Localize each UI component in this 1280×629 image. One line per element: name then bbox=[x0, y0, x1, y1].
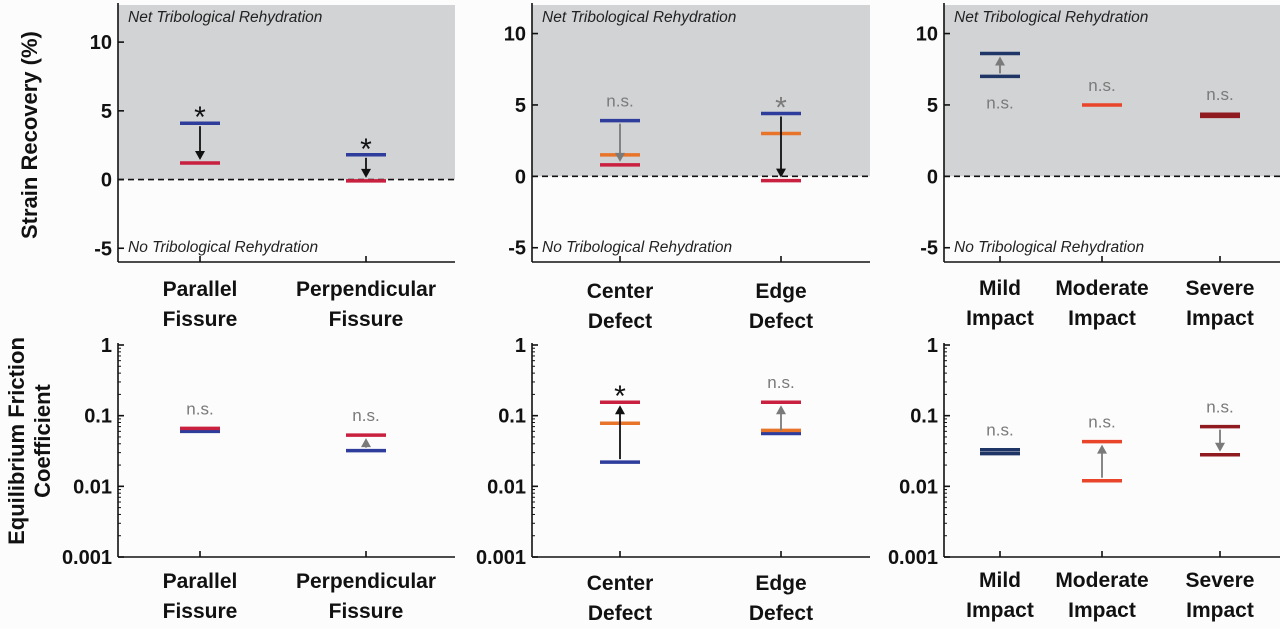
panel-top-middle-arrow-head bbox=[615, 152, 625, 162]
panel-top-middle-y-tick-label: 0 bbox=[515, 166, 526, 188]
panel-bottom-right-category-label: Moderate bbox=[1055, 569, 1148, 592]
panel-bottom-left-y-tick-label: 0.1 bbox=[84, 406, 112, 428]
panel-bottom-middle-y-tick-label: 1 bbox=[515, 335, 526, 357]
panel-top-left-shaded-region bbox=[118, 5, 455, 180]
panel-top-right-y-tick-label: 10 bbox=[916, 24, 938, 46]
panel-top-right-category-label: Impact bbox=[1186, 307, 1254, 330]
panel-top-middle-y-tick-label: -5 bbox=[508, 238, 526, 260]
panel-bottom-left-significance-label: n.s. bbox=[352, 406, 379, 425]
panel-bottom-right-y-tick-label: 0.001 bbox=[888, 547, 938, 569]
panel-top-left-net-label: Net Tribological Rehydration bbox=[128, 9, 322, 26]
panel-bottom-left-y-tick-label: 1 bbox=[101, 335, 112, 357]
panel-top-right-y-tick-label: -5 bbox=[920, 238, 938, 260]
panel-top-right-y-tick-label: 5 bbox=[927, 95, 938, 117]
panel-bottom-middle-significance-label: n.s. bbox=[767, 373, 794, 392]
panel-top-middle-category-label: Defect bbox=[588, 310, 652, 333]
panel-top-middle-significance-label: n.s. bbox=[606, 92, 633, 111]
panel-top-left-y-tick-label: 0 bbox=[101, 170, 112, 192]
panel-bottom-right-category-label: Impact bbox=[1186, 599, 1254, 622]
panel-top-right-significance-label: n.s. bbox=[1088, 76, 1115, 95]
panel-top-left-significance-label: * bbox=[194, 101, 206, 134]
panel-bottom-right-y-tick-label: 0.01 bbox=[899, 476, 938, 498]
panel-top-middle-category-label: Edge bbox=[755, 280, 806, 303]
top-y-axis-label: Strain Recovery (%) bbox=[17, 31, 42, 239]
panel-top-middle-shaded-region bbox=[532, 5, 870, 177]
panel-top-left-arrow-head bbox=[195, 151, 205, 161]
panel-bottom-right-category-label: Severe bbox=[1186, 569, 1255, 592]
panel-bottom-middle-category-label: Center bbox=[587, 572, 654, 595]
panel-top-right-significance-label: n.s. bbox=[1206, 85, 1233, 104]
panel-top-left-category-label: Parallel bbox=[163, 278, 238, 301]
panel-top-right-no-label: No Tribological Rehydration bbox=[954, 239, 1144, 256]
panel-top-right-category-label: Severe bbox=[1186, 277, 1255, 300]
panel-bottom-right-y-tick-label: 1 bbox=[927, 335, 938, 357]
bottom-y-axis-label: Equilibrium Friction Coefficient bbox=[4, 321, 56, 561]
panel-bottom-left-significance-label: n.s. bbox=[186, 399, 213, 418]
panel-top-right-category-label: Impact bbox=[966, 307, 1034, 330]
panel-bottom-left-category-label: Perpendicular bbox=[296, 570, 436, 593]
panel-top-middle-category-label: Defect bbox=[749, 310, 813, 333]
panel-top-right-arrow-head bbox=[995, 56, 1005, 66]
panel-bottom-middle-significance-label: * bbox=[614, 380, 626, 413]
panel-bottom-left-y-tick-label: 0.001 bbox=[62, 547, 112, 569]
panel-bottom-middle-category-label: Edge bbox=[755, 572, 806, 595]
panel-bottom-middle-arrow-head bbox=[615, 405, 625, 415]
panel-top-middle-y-tick-label: 5 bbox=[515, 95, 526, 117]
panel-bottom-right-category-label: Mild bbox=[979, 569, 1021, 592]
panel-bottom-left-y-tick-label: 0.01 bbox=[73, 476, 112, 498]
panel-bottom-right-category-label: Impact bbox=[966, 599, 1034, 622]
panel-top-right-y-tick-label: 0 bbox=[927, 166, 938, 188]
panel-top-right-category-label: Impact bbox=[1068, 307, 1136, 330]
panel-top-right-shaded-region bbox=[944, 5, 1280, 177]
panel-bottom-right-significance-label: n.s. bbox=[1088, 413, 1115, 432]
panel-bottom-right-significance-label: n.s. bbox=[986, 421, 1013, 440]
panel-bottom-right-arrow-head bbox=[1097, 444, 1107, 454]
panel-top-middle-arrow-head bbox=[776, 168, 786, 178]
panel-bottom-right-arrow-head bbox=[1215, 442, 1225, 452]
panel-top-left-category-label: Fissure bbox=[329, 308, 404, 331]
panel-bottom-left-category-label: Fissure bbox=[329, 600, 404, 623]
panel-bottom-middle-y-tick-label: 0.001 bbox=[476, 547, 526, 569]
panel-bottom-middle-category-label: Defect bbox=[749, 602, 813, 625]
panel-top-middle-net-label: Net Tribological Rehydration bbox=[542, 9, 736, 26]
panel-top-left-y-tick-label: -5 bbox=[94, 238, 112, 260]
panel-bottom-left-arrow-head bbox=[361, 438, 371, 448]
panel-top-middle-significance-label: * bbox=[775, 92, 787, 125]
panel-bottom-right-y-tick-label: 0.1 bbox=[910, 406, 938, 428]
panel-bottom-right-category-label: Impact bbox=[1068, 599, 1136, 622]
panel-top-left-y-tick-label: 5 bbox=[101, 101, 112, 123]
panel-bottom-right-significance-label: n.s. bbox=[1206, 398, 1233, 417]
panel-bottom-middle-y-tick-label: 0.01 bbox=[487, 476, 526, 498]
panel-top-left-y-tick-label: 10 bbox=[90, 32, 112, 54]
panel-top-right-net-label: Net Tribological Rehydration bbox=[954, 9, 1148, 26]
bottom-y-axis-label-line2: Coefficient bbox=[30, 384, 55, 498]
panel-top-middle-no-label: No Tribological Rehydration bbox=[542, 239, 732, 256]
panel-bottom-middle-arrow-head bbox=[776, 405, 786, 415]
bottom-y-axis-label-line1: Equilibrium Friction bbox=[4, 337, 29, 545]
panel-top-right-category-label: Moderate bbox=[1055, 277, 1148, 300]
panel-top-left-no-label: No Tribological Rehydration bbox=[128, 239, 318, 256]
panel-top-left-arrow-head bbox=[361, 168, 371, 178]
panel-top-middle-y-tick-label: 10 bbox=[504, 24, 526, 46]
panel-top-left-category-label: Perpendicular bbox=[296, 278, 436, 301]
panel-bottom-left-category-label: Parallel bbox=[163, 570, 238, 593]
panel-bottom-left-category-label: Fissure bbox=[163, 600, 238, 623]
panel-top-right-significance-label: n.s. bbox=[986, 93, 1013, 112]
panel-top-left-category-label: Fissure bbox=[163, 308, 238, 331]
panel-top-middle-category-label: Center bbox=[587, 280, 654, 303]
panel-top-left-significance-label: * bbox=[360, 133, 372, 166]
panel-top-right-category-label: Mild bbox=[979, 277, 1021, 300]
panel-bottom-middle-y-tick-label: 0.1 bbox=[498, 406, 526, 428]
panel-bottom-middle-category-label: Defect bbox=[588, 602, 652, 625]
